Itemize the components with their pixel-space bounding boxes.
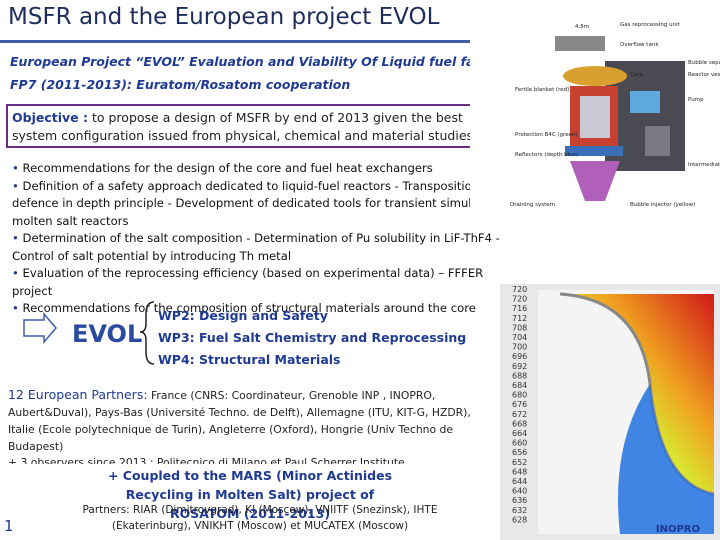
objective-box: Objective : to propose a design of MSFR … bbox=[6, 104, 488, 148]
scale-label: 712 bbox=[512, 314, 527, 323]
scale-label: 708 bbox=[512, 323, 527, 332]
scale-label: 668 bbox=[512, 419, 527, 428]
scale-label: 644 bbox=[512, 477, 527, 486]
reactor-label: Bubble separator (light green) bbox=[688, 60, 720, 66]
scale-label: 688 bbox=[512, 371, 527, 380]
title-rule bbox=[0, 40, 530, 43]
wp-item: WP3: Fuel Salt Chemistry and Reprocessin… bbox=[158, 330, 467, 345]
scale-label: 664 bbox=[512, 429, 527, 438]
dimension-label: 4.5m bbox=[575, 24, 589, 30]
scale-label: 700 bbox=[512, 343, 527, 352]
reactor-label: Reflectors (depth blue) bbox=[515, 152, 578, 158]
rosatom-partners: Partners: RIAR (Dimitrovgrad), KI (Mosco… bbox=[82, 504, 438, 532]
reactor-label: Protection B4C (green) bbox=[515, 132, 578, 138]
brace bbox=[139, 301, 155, 365]
temperature-field bbox=[560, 294, 714, 494]
reactor-label: Core bbox=[630, 72, 643, 78]
reactor-label: Gas reprocessing unit bbox=[620, 22, 681, 28]
bullet: Evaluation of the reprocessing efficienc… bbox=[12, 265, 526, 300]
slide-title: MSFR and the European project EVOL bbox=[8, 4, 440, 30]
inopro-logo: INOPRO bbox=[656, 524, 700, 535]
scale-label: 720 bbox=[512, 295, 527, 304]
reactor-label: Intermediate heat exchanger bbox=[688, 162, 720, 168]
wp-item: WP2: Design and Safety bbox=[158, 308, 328, 323]
scale-label: 680 bbox=[512, 391, 527, 400]
scale-label: 672 bbox=[512, 410, 527, 419]
pump bbox=[630, 91, 660, 113]
partners-label: 12 European Partners: bbox=[8, 387, 148, 402]
reflector bbox=[565, 146, 623, 156]
bullet: Determination of the salt composition - … bbox=[12, 230, 526, 265]
wp-list: WP2: Design and Safety WP3: Fuel Salt Che… bbox=[158, 305, 466, 371]
core bbox=[580, 96, 610, 138]
scale-label: 656 bbox=[512, 448, 527, 457]
temperature-figure: 7207207167127087047006966926886846806766… bbox=[500, 284, 720, 540]
scale-label: 636 bbox=[512, 496, 527, 505]
scale-label: 628 bbox=[512, 515, 527, 524]
wp-item: WP4: Structural Materials bbox=[158, 352, 341, 367]
reactor-figure: 4.5m Gas reprocessing unit Overflow tank Fe… bbox=[470, 16, 720, 216]
scale-label: 660 bbox=[512, 439, 527, 448]
reactor-label: Bubble injector (yellow) bbox=[630, 202, 695, 208]
scale-label: 716 bbox=[512, 304, 527, 313]
partners-text: France (CNRS: Coordinateur, Grenoble INP… bbox=[8, 389, 471, 453]
scale-label: 704 bbox=[512, 333, 527, 342]
reactor-label: Fertile blanket (red) bbox=[515, 87, 569, 93]
overflow-tank bbox=[563, 66, 627, 86]
ihx bbox=[645, 126, 670, 156]
scale-label: 696 bbox=[512, 352, 527, 361]
page-number: 1 bbox=[4, 517, 14, 535]
coupled-text: + Coupled to the MARS (Minor Actinides R… bbox=[107, 468, 393, 521]
project-line: European Project “EVOL” Evaluation and V… bbox=[10, 54, 544, 69]
objective-label: Objective : bbox=[12, 110, 88, 125]
reactor-label: Draining system bbox=[510, 202, 555, 208]
scale-label: 640 bbox=[512, 487, 527, 496]
objective-text: to propose a design of MSFR by end of 20… bbox=[12, 110, 474, 143]
bullet: Definition of a safety approach dedicate… bbox=[12, 178, 526, 231]
scale-label: 720 bbox=[512, 285, 527, 294]
gas-unit bbox=[555, 36, 605, 51]
reactor-label: Overflow tank bbox=[620, 42, 659, 48]
arrow bbox=[23, 311, 57, 345]
bullet: Recommendations for the design of the co… bbox=[12, 160, 526, 178]
fp7-line: FP7 (2011-2013): Euratom/Rosatom coopera… bbox=[10, 77, 351, 92]
bullet-list: Recommendations for the design of the co… bbox=[12, 160, 526, 318]
reactor-label: Pump bbox=[688, 97, 704, 103]
partners: 12 European Partners: France (CNRS: Coor… bbox=[8, 386, 488, 455]
reactor-label: Reactor vessel bbox=[688, 72, 720, 78]
evol-logo-area: EVOL bbox=[23, 301, 155, 365]
scale-label: 676 bbox=[512, 400, 527, 409]
scale-label: 648 bbox=[512, 467, 527, 476]
drain bbox=[570, 161, 620, 201]
scale-label: 684 bbox=[512, 381, 527, 390]
observers: + 3 observers since 2013 : Politecnico d… bbox=[8, 456, 405, 464]
scale-label: 652 bbox=[512, 458, 527, 467]
scale-label: 632 bbox=[512, 506, 527, 515]
evol-logo: EVOL bbox=[72, 320, 142, 348]
scale-label: 692 bbox=[512, 362, 527, 371]
bullet: Recommendations for the composition of s… bbox=[12, 300, 526, 318]
